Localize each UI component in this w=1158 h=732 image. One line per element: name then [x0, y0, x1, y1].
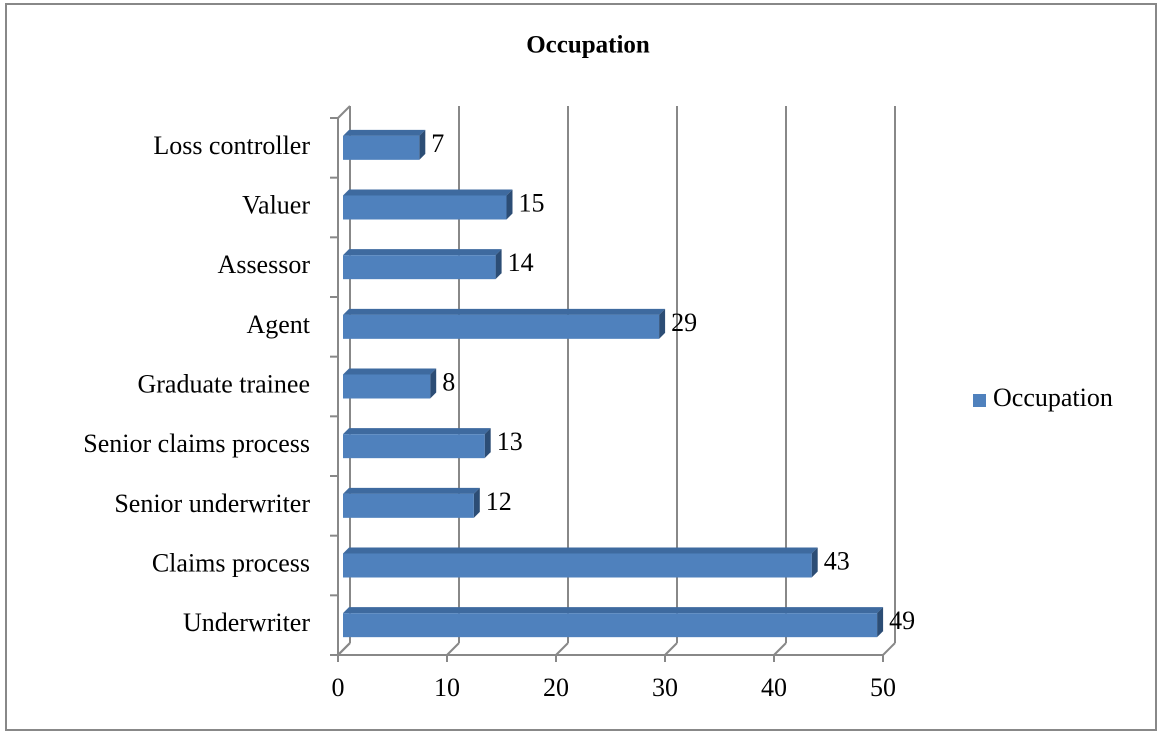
data-label: 14 [508, 248, 534, 277]
grid-line-floor [337, 642, 351, 656]
bar-top [343, 487, 480, 494]
data-label: 43 [824, 546, 850, 575]
bar-side [419, 129, 426, 160]
y-tick-label: Agent [246, 310, 310, 339]
legend-label: Occupation [993, 383, 1113, 412]
bar [343, 493, 474, 518]
bar-side [811, 547, 818, 578]
x-tick-label: 20 [543, 673, 569, 702]
grid-line-floor [882, 642, 896, 656]
y-tick-label: Loss controller [153, 131, 310, 160]
grid-line-floor [555, 642, 569, 656]
data-label: 12 [486, 487, 512, 516]
y-tick-label: Claims process [152, 548, 310, 577]
data-label: 7 [431, 129, 444, 158]
bar-side [484, 428, 491, 459]
left-top [337, 105, 351, 119]
bar-top [343, 368, 437, 375]
bar-top [343, 129, 426, 136]
grid-line-floor [446, 642, 460, 656]
y-tick-label: Senior underwriter [114, 489, 310, 518]
x-tick-label: 10 [434, 673, 460, 702]
y-tick-label: Senior claims process [83, 429, 310, 458]
bar-top [343, 428, 491, 435]
y-tick-label: Valuer [242, 190, 310, 219]
legend-swatch [973, 394, 986, 407]
bar-top [343, 249, 502, 256]
bar-side [506, 189, 513, 220]
x-tick-label: 40 [761, 673, 787, 702]
bar [343, 613, 878, 638]
data-label: 13 [497, 427, 523, 456]
bar [343, 314, 660, 339]
data-label: 49 [889, 606, 915, 635]
bar-side [877, 607, 884, 638]
data-label: 8 [442, 367, 455, 396]
x-tick-label: 30 [652, 673, 678, 702]
bar-top [343, 308, 666, 315]
bar-top [343, 189, 513, 196]
bar-side [430, 368, 437, 399]
y-tick-label: Assessor [218, 250, 311, 279]
y-tick-label: Underwriter [183, 608, 310, 637]
bar [343, 374, 431, 399]
x-tick-label: 50 [870, 673, 896, 702]
data-label: 29 [671, 308, 697, 337]
bar [343, 255, 496, 280]
grid-line-floor [664, 642, 678, 656]
data-label: 15 [519, 188, 545, 217]
bar-side [495, 249, 502, 280]
bar [343, 195, 507, 220]
bar-side [473, 487, 480, 518]
bar-top [343, 607, 884, 614]
y-tick-label: Graduate trainee [137, 369, 310, 398]
grid-line-floor [773, 642, 787, 656]
bar-side [659, 308, 666, 339]
chart-title: Occupation [526, 32, 650, 59]
bar [343, 553, 812, 578]
x-tick-label: 0 [332, 673, 345, 702]
bar-top [343, 547, 818, 554]
bar [343, 434, 485, 459]
bar [343, 135, 420, 160]
back-wall [350, 106, 895, 643]
